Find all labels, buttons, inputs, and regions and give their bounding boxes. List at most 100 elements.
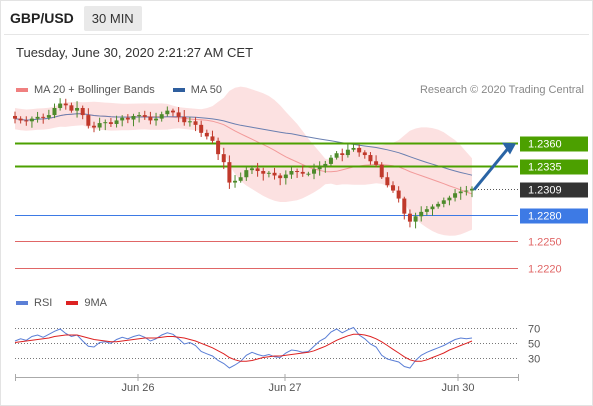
level-tag-last xyxy=(520,182,588,198)
candle-body xyxy=(379,164,384,178)
candle-body xyxy=(374,161,379,165)
candle-body xyxy=(391,185,396,191)
candle-body xyxy=(187,121,192,123)
candle-body xyxy=(351,147,356,150)
candle-body xyxy=(137,115,142,117)
candle-body xyxy=(108,122,113,124)
candle-body xyxy=(334,153,339,158)
candle-body xyxy=(396,190,401,199)
rsi-level-label: 70 xyxy=(528,324,540,336)
rsi-ma-line xyxy=(14,333,473,362)
candle-body xyxy=(453,193,458,198)
candle-body xyxy=(233,180,238,183)
legend-swatch-rsi-ma xyxy=(66,301,79,305)
candle-body xyxy=(182,116,187,123)
candle-body xyxy=(210,136,215,141)
candle-body xyxy=(306,173,311,175)
candle-body xyxy=(114,120,119,124)
research-credit: Research © 2020 Trading Central xyxy=(419,84,584,96)
candle-body xyxy=(204,132,209,137)
candle-body xyxy=(142,115,147,117)
candle-body xyxy=(29,118,34,122)
candle-body xyxy=(86,115,91,126)
legend-label-rsi: RSI xyxy=(34,297,53,309)
legend-label-ma50: MA 50 xyxy=(190,84,222,96)
legend-swatch-rsi xyxy=(16,301,28,305)
forecast-arrow-shaft xyxy=(472,147,510,191)
level-label-resistance: 1.2335 xyxy=(528,162,562,174)
legend-item-rsi: RSI xyxy=(16,297,52,309)
candle-body xyxy=(345,149,350,156)
legend-item-bollinger: MA 20 + Bollinger Bands xyxy=(16,84,155,96)
candle-body xyxy=(120,117,125,121)
header-divider xyxy=(4,34,589,35)
candle-body xyxy=(13,115,17,119)
candle-body xyxy=(52,107,57,116)
candle-body xyxy=(154,118,159,121)
candle-body xyxy=(283,174,288,179)
chart-header: GBP/USD 30 MIN xyxy=(4,4,142,32)
level-label-support: 1.2220 xyxy=(528,264,562,276)
candle-body xyxy=(249,168,254,171)
x-tick-label: Jun 26 xyxy=(121,382,154,394)
candle-body xyxy=(97,123,102,128)
candle-body xyxy=(436,203,441,207)
candle-body xyxy=(244,170,249,178)
candle-body xyxy=(419,211,424,217)
candle-body xyxy=(58,103,63,108)
candle-body xyxy=(75,107,80,111)
candle-body xyxy=(300,171,305,174)
interval-button[interactable]: 30 MIN xyxy=(83,5,142,31)
candle-body xyxy=(193,121,198,125)
candle-body xyxy=(447,197,452,201)
candle-body xyxy=(368,155,373,162)
candle-body xyxy=(131,115,136,120)
forecast-arrow-head xyxy=(502,142,516,155)
candle-body xyxy=(255,168,260,172)
legend-label-rsi-ma: 9MA xyxy=(84,297,107,309)
level-label-last: 1.2309 xyxy=(528,185,562,197)
legend-item-rsi-ma: 9MA xyxy=(66,297,107,309)
candle-body xyxy=(80,107,85,116)
candle-body xyxy=(148,116,153,121)
candle-body xyxy=(63,103,68,106)
candle-body xyxy=(227,162,232,183)
ma50-line xyxy=(14,113,473,176)
candle-body xyxy=(458,191,463,194)
candle-body xyxy=(272,172,277,176)
level-tag-pivot xyxy=(520,208,588,224)
candle-body xyxy=(24,120,29,122)
candle-body xyxy=(159,114,164,119)
legend-swatch-ma50 xyxy=(172,88,185,92)
candle-body xyxy=(103,122,108,124)
candle-body xyxy=(216,140,221,155)
level-tag-resistance xyxy=(520,136,588,152)
level-label-pivot: 1.2280 xyxy=(528,211,562,223)
candle-body xyxy=(289,171,294,175)
candle-body xyxy=(413,216,418,222)
candle-body xyxy=(441,200,446,204)
candle-body xyxy=(295,171,300,173)
x-tick-label: Jun 27 xyxy=(268,382,301,394)
level-tag-resistance xyxy=(520,159,588,175)
candle-body xyxy=(199,124,204,133)
price-legend: MA 20 + Bollinger Bands MA 50 xyxy=(16,84,240,96)
candle-body xyxy=(170,110,175,113)
candle-body xyxy=(238,177,243,181)
candle-body xyxy=(165,110,170,115)
candle-body xyxy=(69,105,74,111)
candle-body xyxy=(266,172,271,174)
symbol-label: GBP/USD xyxy=(10,10,74,26)
candle-body xyxy=(35,116,40,119)
level-label-support: 1.2250 xyxy=(528,237,562,249)
candle-body xyxy=(91,125,96,128)
candle-body xyxy=(317,166,322,170)
rsi-level-label: 50 xyxy=(528,339,540,351)
rsi-line xyxy=(14,326,473,369)
candle-body xyxy=(424,209,429,212)
candle-body xyxy=(278,175,283,179)
candle-body xyxy=(176,112,181,117)
candle-body xyxy=(430,206,435,210)
candle-body xyxy=(340,153,345,156)
candle-body xyxy=(357,147,362,153)
